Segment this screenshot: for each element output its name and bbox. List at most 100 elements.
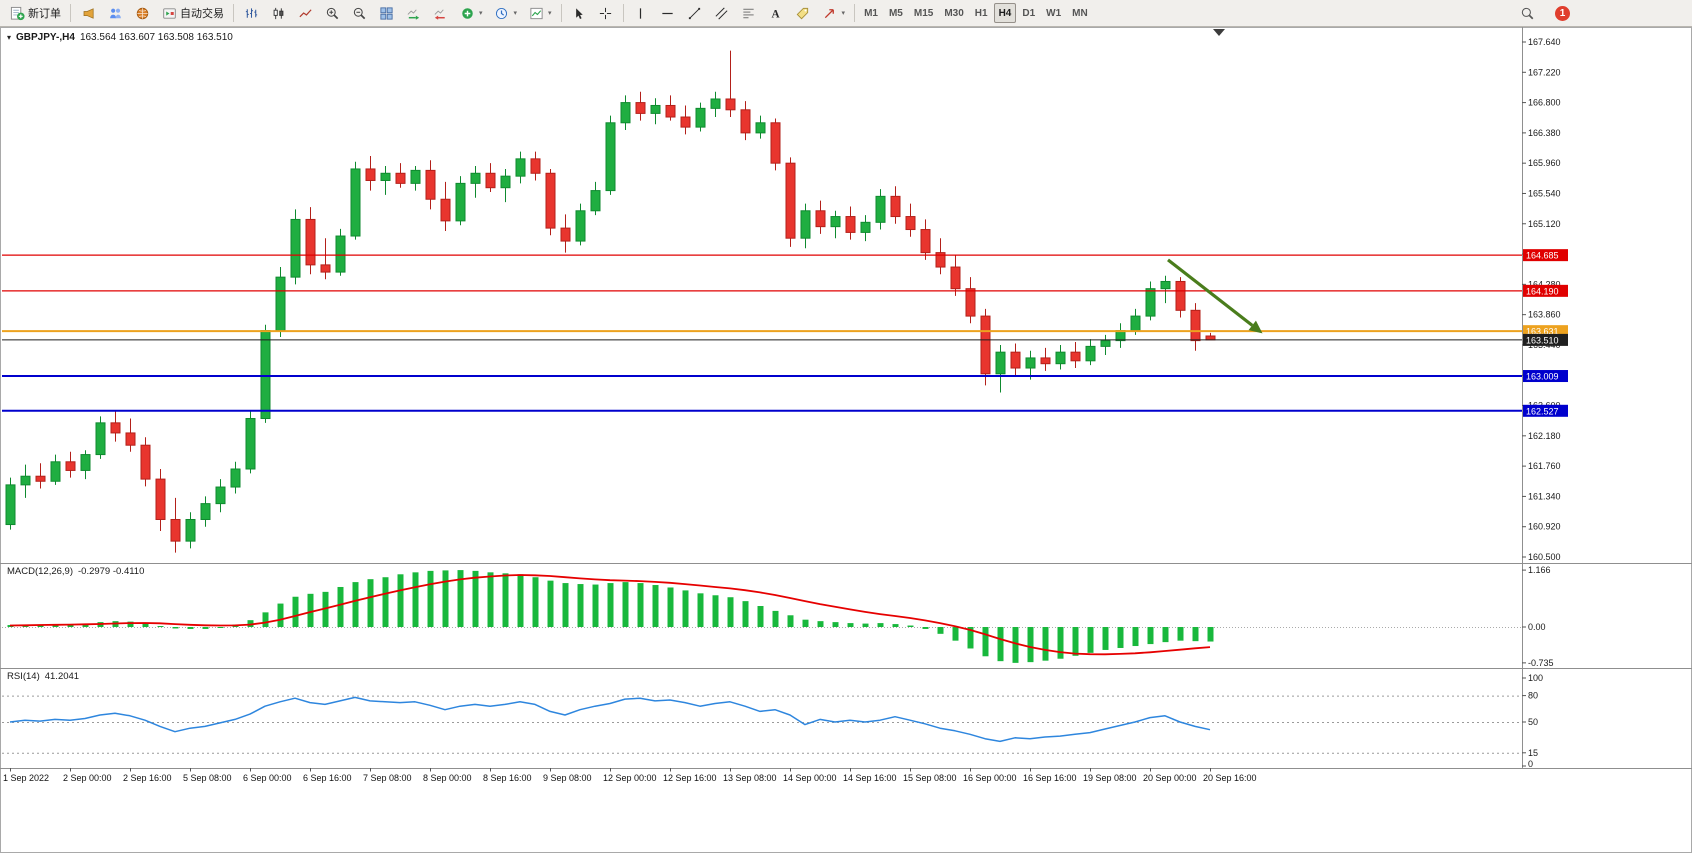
- candle: [1010, 351, 1021, 369]
- trendline-icon: [687, 5, 703, 21]
- candle: [410, 169, 421, 184]
- trend-arrow[interactable]: [1167, 258, 1254, 327]
- candle: [425, 169, 436, 200]
- svg-text:2 Sep 16:00: 2 Sep 16:00: [123, 773, 172, 783]
- new-order-button[interactable]: 新订单: [4, 2, 66, 24]
- timeframe-button-h4[interactable]: H4: [993, 3, 1017, 23]
- channel-button[interactable]: [709, 2, 735, 24]
- timeframe-button-d1[interactable]: D1: [1017, 3, 1040, 23]
- candle: [875, 195, 886, 223]
- candle: [365, 168, 376, 181]
- svg-text:165.540: 165.540: [1528, 188, 1561, 198]
- market-button[interactable]: [129, 2, 155, 24]
- candle: [1160, 280, 1171, 290]
- crosshair-button[interactable]: [593, 2, 619, 24]
- candle: [575, 210, 586, 242]
- svg-text:1 Sep 2022: 1 Sep 2022: [3, 773, 49, 783]
- autotrading-icon: [161, 5, 177, 21]
- candle: [860, 221, 871, 233]
- community-button[interactable]: [102, 2, 128, 24]
- search-button[interactable]: [1514, 2, 1540, 24]
- candle: [665, 104, 676, 118]
- search-icon: [1519, 5, 1535, 21]
- price-badge-label: 164.190: [1526, 286, 1559, 296]
- chart-menu-icon[interactable]: ▾: [7, 33, 12, 42]
- bar-chart-button[interactable]: [238, 2, 264, 24]
- zoom-in-button[interactable]: [319, 2, 345, 24]
- candle: [110, 422, 121, 434]
- auto-scroll-button[interactable]: [400, 2, 426, 24]
- candlestick-chart-button[interactable]: [265, 2, 291, 24]
- candle: [605, 122, 616, 192]
- svg-text:12 Sep 16:00: 12 Sep 16:00: [663, 773, 717, 783]
- candle: [560, 227, 571, 242]
- candle: [335, 235, 346, 273]
- chart-background: [0, 27, 1692, 853]
- cursor-button[interactable]: [566, 2, 592, 24]
- macd-values: -0.2979 -0.4110: [78, 566, 145, 577]
- candle: [485, 172, 496, 189]
- candle: [290, 218, 301, 278]
- vertical-line-button[interactable]: [628, 2, 654, 24]
- candle: [185, 518, 196, 542]
- candle: [230, 468, 241, 488]
- candle: [545, 172, 556, 229]
- templates-button[interactable]: ▾: [523, 2, 557, 24]
- indicators-button[interactable]: ▾: [454, 2, 488, 24]
- trendline-button[interactable]: [682, 2, 708, 24]
- autotrading-button[interactable]: 自动交易: [156, 2, 229, 24]
- chart-symbol-period: GBPJPY-,H4: [16, 32, 75, 43]
- timeframe-button-m15[interactable]: M15: [909, 3, 938, 23]
- arrows-button[interactable]: ▾: [817, 2, 851, 24]
- chart-shift-button[interactable]: [427, 2, 453, 24]
- line-chart-button[interactable]: [292, 2, 318, 24]
- candle: [260, 330, 271, 420]
- text-button[interactable]: A: [763, 2, 789, 24]
- svg-text:161.760: 161.760: [1528, 461, 1561, 471]
- candle: [1055, 351, 1066, 365]
- candle: [395, 172, 406, 184]
- candle: [50, 461, 61, 482]
- macd-signal-line: [9, 574, 1211, 656]
- pane-separators[interactable]: [0, 563, 1692, 769]
- bar-chart-icon: [243, 5, 259, 21]
- svg-text:100: 100: [1528, 673, 1543, 683]
- candle: [5, 484, 16, 526]
- timeframe-button-m5[interactable]: M5: [884, 3, 908, 23]
- timeframe-button-h1[interactable]: H1: [970, 3, 993, 23]
- price-badge: [1523, 370, 1568, 383]
- channel-icon: [714, 5, 730, 21]
- rsi-line: [9, 696, 1211, 743]
- horizontal-line-button[interactable]: [655, 2, 681, 24]
- fibonacci-button[interactable]: [736, 2, 762, 24]
- candle: [800, 210, 811, 239]
- candle: [215, 486, 226, 505]
- shift-marker[interactable]: [1213, 29, 1225, 36]
- candle: [830, 216, 841, 228]
- timeframe-button-mn[interactable]: MN: [1067, 3, 1093, 23]
- tile-windows-button[interactable]: [373, 2, 399, 24]
- svg-text:A: A: [771, 8, 780, 20]
- svg-text:163.860: 163.860: [1528, 310, 1561, 320]
- text-icon: A: [768, 5, 784, 21]
- chevron-down-icon: ▾: [548, 10, 552, 17]
- line-chart-icon: [297, 5, 313, 21]
- candle: [380, 172, 391, 181]
- zoom-out-button[interactable]: [346, 2, 372, 24]
- candle: [890, 195, 901, 218]
- periods-button[interactable]: ▾: [489, 2, 523, 24]
- svg-text:7 Sep 08:00: 7 Sep 08:00: [363, 773, 412, 783]
- candle: [785, 162, 796, 239]
- svg-text:14 Sep 16:00: 14 Sep 16:00: [843, 773, 897, 783]
- timeframe-button-m1[interactable]: M1: [859, 3, 883, 23]
- cursor-icon: [571, 5, 587, 21]
- candle: [590, 190, 601, 212]
- alerts-button[interactable]: [75, 2, 101, 24]
- timeframe-button-w1[interactable]: W1: [1041, 3, 1066, 23]
- toolbar-separator: [854, 4, 856, 22]
- price-badge: [1523, 249, 1568, 262]
- timeframe-button-m30[interactable]: M30: [939, 3, 968, 23]
- text-label-button[interactable]: [790, 2, 816, 24]
- notification-badge[interactable]: 1: [1555, 5, 1570, 21]
